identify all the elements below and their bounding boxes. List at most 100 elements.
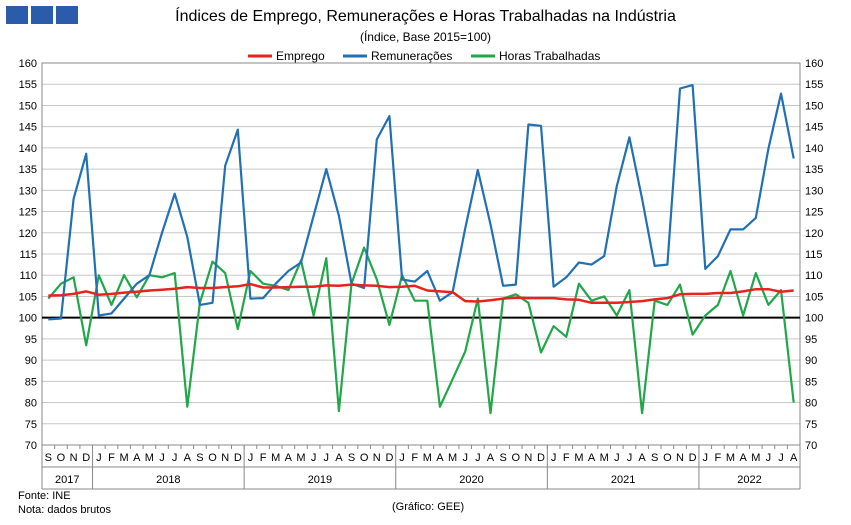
x-tick-label-month: J — [462, 452, 468, 464]
logo-block — [6, 6, 28, 24]
x-tick-label-month: M — [574, 452, 583, 464]
x-tick-label-month: J — [551, 452, 557, 464]
y-tick-label-right: 115 — [805, 249, 823, 261]
legend-label: Emprego — [276, 49, 325, 63]
chart-subtitle: (Índice, Base 2015=100) — [359, 30, 492, 44]
y-tick-label-right: 70 — [805, 440, 817, 452]
x-tick-label-month: O — [511, 452, 520, 464]
source-note: Fonte: INE — [18, 490, 71, 502]
x-tick-label-month: A — [285, 452, 293, 464]
y-tick-label-left: 130 — [19, 185, 37, 197]
x-tick-label-month: M — [120, 452, 129, 464]
x-tick-label-month: N — [676, 452, 684, 464]
x-tick-label-month: A — [790, 452, 798, 464]
y-tick-label-right: 95 — [805, 334, 817, 346]
y-tick-label-left: 115 — [19, 249, 37, 261]
x-tick-label-month: O — [360, 452, 369, 464]
y-tick-label-left: 90 — [25, 355, 37, 367]
x-tick-label-month: J — [96, 452, 102, 464]
x-tick-label-month: M — [271, 452, 280, 464]
x-tick-label-month: A — [184, 452, 192, 464]
y-tick-label-left: 70 — [25, 440, 37, 452]
x-tick-label-month: J — [703, 452, 709, 464]
y-tick-label-left: 155 — [19, 79, 37, 91]
y-tick-label-right: 130 — [805, 185, 823, 197]
x-tick-label-month: M — [726, 452, 735, 464]
y-tick-label-right: 150 — [805, 100, 823, 112]
x-tick-label-month: J — [778, 452, 784, 464]
y-tick-label-left: 140 — [19, 143, 37, 155]
x-tick-label-month: O — [208, 452, 217, 464]
data-note: Nota: dados brutos — [18, 504, 111, 516]
x-tick-label-month: D — [689, 452, 697, 464]
x-tick-label-month: M — [296, 452, 305, 464]
x-tick-label-month: J — [614, 452, 620, 464]
y-tick-label-left: 110 — [19, 270, 37, 282]
x-tick-label-month: N — [373, 452, 381, 464]
y-tick-label-right: 90 — [805, 355, 817, 367]
x-tick-label-month: F — [563, 452, 570, 464]
x-tick-label-month: J — [475, 452, 481, 464]
y-tick-label-right: 160 — [805, 58, 823, 70]
x-tick-label-month: M — [751, 452, 760, 464]
x-tick-label-month: N — [70, 452, 78, 464]
y-tick-label-right: 100 — [805, 313, 823, 325]
y-tick-label-right: 140 — [805, 143, 823, 155]
x-tick-label-month: J — [766, 452, 772, 464]
y-tick-label-right: 85 — [805, 376, 817, 388]
y-tick-label-right: 145 — [805, 122, 823, 134]
chart-credit: (Gráfico: GEE) — [392, 501, 465, 513]
x-tick-label-month: O — [663, 452, 672, 464]
y-tick-label-left: 160 — [19, 58, 37, 70]
x-tick-label-month: J — [399, 452, 405, 464]
y-tick-label-right: 110 — [805, 270, 823, 282]
x-tick-label-month: M — [423, 452, 432, 464]
chart-title: Índices de Emprego, Remunerações e Horas… — [175, 8, 676, 25]
x-tick-label-month: J — [324, 452, 330, 464]
x-tick-label-month: M — [145, 452, 154, 464]
y-tick-label-right: 120 — [805, 228, 823, 240]
x-tick-label-month: S — [499, 452, 506, 464]
y-tick-label-left: 145 — [19, 122, 37, 134]
y-tick-label-left: 105 — [19, 291, 37, 303]
x-tick-label-year: 2020 — [459, 474, 483, 486]
x-tick-label-month: A — [133, 452, 141, 464]
x-tick-label-month: F — [411, 452, 418, 464]
x-tick-label-month: N — [524, 452, 532, 464]
y-tick-label-right: 135 — [805, 164, 823, 176]
y-tick-label-right: 105 — [805, 291, 823, 303]
logo-block — [56, 6, 78, 24]
x-tick-label-year: 2021 — [611, 474, 635, 486]
y-tick-label-right: 125 — [805, 207, 823, 219]
x-tick-label-month: F — [715, 452, 722, 464]
x-tick-label-month: J — [311, 452, 317, 464]
x-tick-label-year: 2019 — [308, 474, 332, 486]
series-line-remunera-es — [48, 83, 795, 321]
y-tick-label-left: 135 — [19, 164, 37, 176]
logo — [6, 6, 78, 24]
x-tick-label-month: M — [448, 452, 457, 464]
y-tick-label-left: 75 — [25, 419, 37, 431]
x-tick-label-month: A — [638, 452, 646, 464]
y-tick-label-left: 150 — [19, 100, 37, 112]
x-tick-label-month: S — [348, 452, 355, 464]
x-tick-label-month: A — [436, 452, 444, 464]
y-tick-label-right: 75 — [805, 419, 817, 431]
x-tick-label-month: F — [108, 452, 115, 464]
x-tick-label-month: D — [385, 452, 393, 464]
x-tick-label-month: A — [335, 452, 343, 464]
x-tick-label-month: S — [651, 452, 658, 464]
x-tick-label-year: 2022 — [737, 474, 761, 486]
x-tick-label-year: 2017 — [55, 474, 79, 486]
x-tick-label-month: A — [487, 452, 495, 464]
x-tick-label-year: 2018 — [156, 474, 180, 486]
y-tick-label-left: 125 — [19, 207, 37, 219]
series-line-horas-trabalhadas — [47, 246, 795, 415]
x-tick-label-month: O — [57, 452, 66, 464]
x-tick-label-month: D — [537, 452, 545, 464]
x-tick-label-month: S — [45, 452, 52, 464]
x-tick-label-month: J — [172, 452, 178, 464]
x-tick-label-month: F — [260, 452, 267, 464]
logo-block — [31, 6, 53, 24]
